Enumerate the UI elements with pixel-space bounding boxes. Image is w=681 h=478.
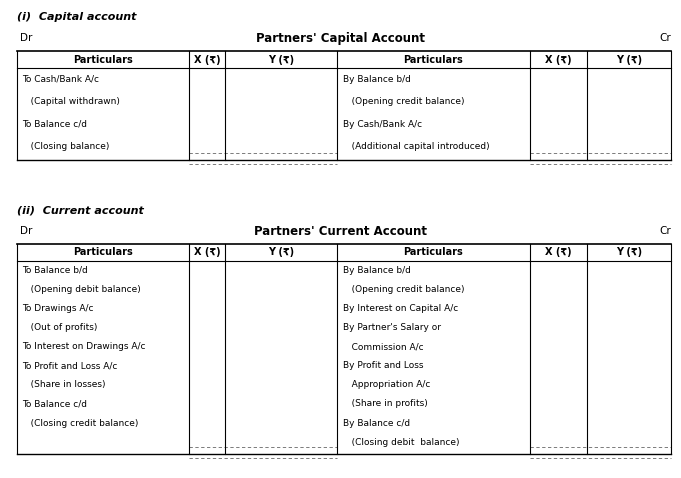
Text: (Share in losses): (Share in losses) [22,380,106,389]
Text: By Profit and Loss: By Profit and Loss [343,361,423,370]
Text: (Opening debit balance): (Opening debit balance) [22,285,141,293]
Text: Partners' Current Account: Partners' Current Account [254,225,427,238]
Text: Y (₹): Y (₹) [616,54,642,65]
Text: Particulars: Particulars [74,54,133,65]
Text: Particulars: Particulars [74,247,133,257]
Text: Dr: Dr [20,33,33,43]
Text: X (₹): X (₹) [545,247,572,257]
Text: To Drawings A/c: To Drawings A/c [22,304,94,313]
Text: Dr: Dr [20,227,33,236]
Text: By Partner's Salary or: By Partner's Salary or [343,323,441,332]
Text: Y (₹): Y (₹) [268,54,294,65]
Text: (Closing balance): (Closing balance) [22,142,110,151]
Text: Y (₹): Y (₹) [268,247,294,257]
Text: (Opening credit balance): (Opening credit balance) [343,285,464,293]
Text: (Additional capital introduced): (Additional capital introduced) [343,142,489,151]
Text: Cr: Cr [659,33,671,43]
Text: Particulars: Particulars [404,54,463,65]
Text: By Balance b/d: By Balance b/d [343,75,411,84]
Text: (Closing debit  balance): (Closing debit balance) [343,438,459,446]
Text: (Opening credit balance): (Opening credit balance) [343,97,464,106]
Text: X (₹): X (₹) [193,247,221,257]
Text: Particulars: Particulars [404,247,463,257]
Text: (i)  Capital account: (i) Capital account [17,12,136,22]
Text: To Balance c/d: To Balance c/d [22,120,87,129]
Text: To Balance b/d: To Balance b/d [22,266,89,274]
Text: To Balance c/d: To Balance c/d [22,400,87,408]
Text: X (₹): X (₹) [545,54,572,65]
Text: By Interest on Capital A/c: By Interest on Capital A/c [343,304,458,313]
Text: Y (₹): Y (₹) [616,247,642,257]
Text: Appropriation A/c: Appropriation A/c [343,380,430,389]
Text: Cr: Cr [659,227,671,236]
Text: (Share in profits): (Share in profits) [343,400,427,408]
Text: (Capital withdrawn): (Capital withdrawn) [22,97,121,106]
Text: X (₹): X (₹) [193,54,221,65]
Text: By Balance c/d: By Balance c/d [343,419,410,427]
Text: By Cash/Bank A/c: By Cash/Bank A/c [343,120,422,129]
Text: (Closing credit balance): (Closing credit balance) [22,419,139,427]
Text: To Profit and Loss A/c: To Profit and Loss A/c [22,361,118,370]
Text: Commission A/c: Commission A/c [343,342,423,351]
Text: Partners' Capital Account: Partners' Capital Account [256,32,425,45]
Text: By Balance b/d: By Balance b/d [343,266,411,274]
Text: (ii)  Current account: (ii) Current account [17,206,144,215]
Text: To Interest on Drawings A/c: To Interest on Drawings A/c [22,342,146,351]
Text: To Cash/Bank A/c: To Cash/Bank A/c [22,75,99,84]
Text: (Out of profits): (Out of profits) [22,323,98,332]
